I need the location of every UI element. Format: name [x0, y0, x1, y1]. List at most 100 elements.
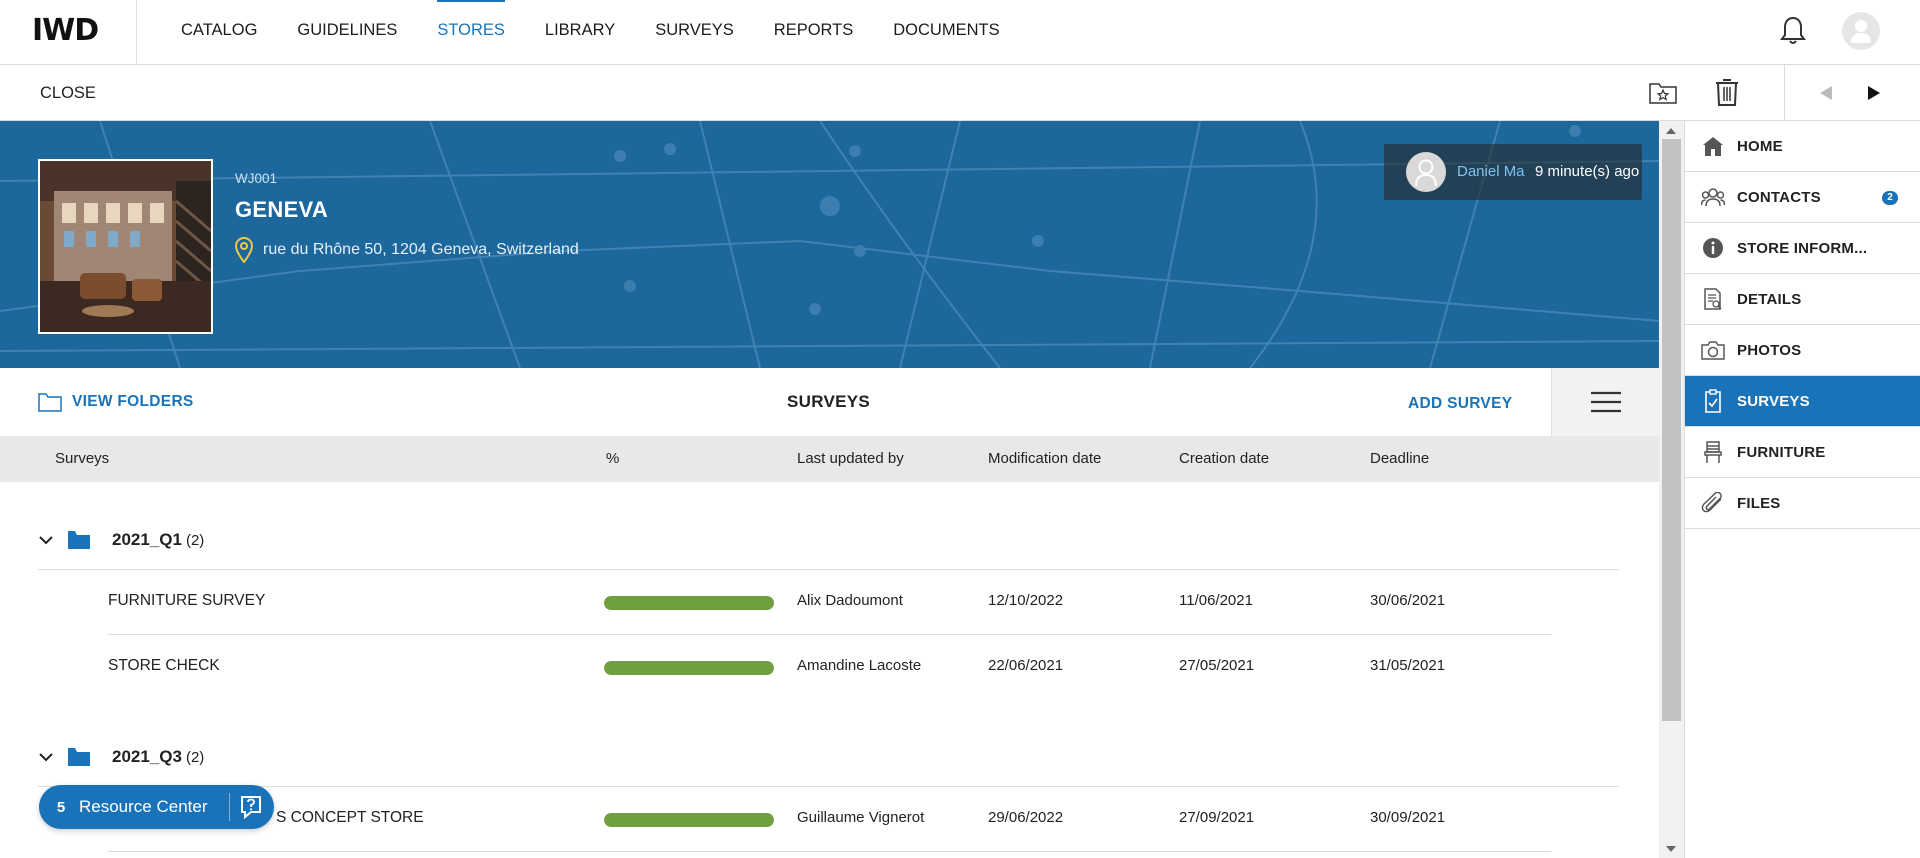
store-address: rue du Rhône 50, 1204 Geneva, Switzerlan…	[263, 241, 579, 258]
header-percent[interactable]: %	[606, 450, 620, 467]
updater-avatar	[1406, 152, 1446, 192]
progress-bar	[604, 661, 774, 675]
survey-name[interactable]: S CONCEPT STORE	[276, 809, 424, 826]
resource-center-divider	[229, 793, 230, 821]
details-icon	[1701, 287, 1725, 311]
logo-divider	[136, 0, 137, 64]
nav-library[interactable]: LIBRARY	[544, 21, 616, 39]
header-deadline[interactable]: Deadline	[1370, 450, 1430, 467]
user-avatar[interactable]	[1842, 12, 1880, 50]
top-navigation: IWD CATALOG GUIDELINES STORES LIBRARY SU…	[0, 0, 1920, 65]
group-name: 2021_Q1	[112, 530, 182, 549]
store-code: WJ001	[235, 171, 278, 186]
scroll-down-icon[interactable]	[1665, 844, 1677, 854]
sidebar-item-label: HOME	[1737, 137, 1783, 155]
deadline: 30/09/2021	[1370, 809, 1446, 826]
folder-group-2021-q1[interactable]: 2021_Q1 (2)	[38, 525, 204, 555]
table-header: Surveys % Last updated by Modification d…	[0, 436, 1659, 482]
sidebar-item-photos[interactable]: PHOTOS	[1685, 325, 1920, 376]
group-divider	[38, 786, 1619, 787]
chevron-down-icon[interactable]	[38, 532, 54, 548]
next-arrow-icon[interactable]	[1864, 83, 1884, 103]
progress-bar	[604, 596, 774, 610]
nav-surveys[interactable]: SURVEYS	[655, 21, 734, 39]
store-photo	[38, 159, 213, 334]
favorite-folder-icon[interactable]	[1648, 78, 1678, 108]
sidebar-item-label: SURVEYS	[1737, 392, 1810, 410]
table-row[interactable]: FURNITURE SURVEY Alix Dadoumont 12/10/20…	[0, 570, 1659, 634]
resource-center-count: 5	[49, 795, 73, 819]
sidebar-item-surveys[interactable]: SURVEYS	[1685, 376, 1920, 427]
creation-date: 27/09/2021	[1179, 809, 1255, 826]
close-button[interactable]: CLOSE	[40, 84, 96, 102]
sidebar-item-contacts[interactable]: CONTACTS 2	[1685, 172, 1920, 223]
folder-icon	[68, 748, 90, 766]
info-icon	[1701, 236, 1725, 260]
bell-icon[interactable]	[1776, 14, 1810, 48]
modification-date: 12/10/2022	[988, 592, 1064, 609]
nav-catalog[interactable]: CATALOG	[181, 21, 258, 39]
row-divider	[108, 851, 1551, 852]
table-row[interactable]: S CONCEPT STORE Guillaume Vignerot 29/06…	[0, 787, 1659, 851]
surveys-title: SURVEYS	[787, 392, 871, 411]
map-background	[0, 121, 1659, 368]
store-sidebar: HOME CONTACTS 2 STORE INFORM... DETAILS …	[1684, 121, 1920, 858]
view-folders-label: VIEW FOLDERS	[72, 393, 194, 410]
nav-guidelines[interactable]: GUIDELINES	[297, 21, 398, 39]
header-last-updated-by[interactable]: Last updated by	[797, 450, 904, 467]
sidebar-item-furniture[interactable]: FURNITURE	[1685, 427, 1920, 478]
sidebar-item-files[interactable]: FILES	[1685, 478, 1920, 529]
chevron-down-icon[interactable]	[38, 749, 54, 765]
iwd-logo[interactable]: IWD	[32, 12, 99, 48]
nav-stores[interactable]: STORES	[417, 0, 525, 64]
scroll-up-icon[interactable]	[1665, 126, 1677, 136]
help-chat-icon	[239, 795, 263, 820]
updater-name[interactable]: Daniel Ma	[1457, 163, 1525, 180]
updater-time: 9 minute(s) ago	[1535, 163, 1640, 180]
creation-date: 27/05/2021	[1179, 657, 1255, 674]
folder-group-2021-q3[interactable]: 2021_Q3 (2)	[38, 742, 204, 772]
survey-name[interactable]: STORE CHECK	[108, 657, 220, 674]
last-updated-by: Guillaume Vignerot	[797, 809, 925, 826]
hamburger-menu-icon[interactable]	[1551, 368, 1659, 436]
resource-center-label: Resource Center	[79, 797, 208, 816]
modification-date: 22/06/2021	[988, 657, 1064, 674]
store-banner: WJ001 GENEVA rue du Rhône 50, 1204 Genev…	[0, 121, 1659, 368]
group-count: (2)	[185, 531, 205, 549]
add-survey-button[interactable]: ADD SURVEY	[1408, 395, 1513, 412]
detail-toolbar: CLOSE	[0, 65, 1920, 121]
content-scrollbar[interactable]	[1659, 121, 1684, 858]
previous-arrow-icon[interactable]	[1816, 83, 1836, 103]
resource-center-button[interactable]: 5 Resource Center	[39, 785, 274, 829]
main-nav: CATALOG GUIDELINES STORES LIBRARY SURVEY…	[161, 0, 1020, 64]
home-icon	[1701, 134, 1725, 158]
sidebar-item-label: FURNITURE	[1737, 443, 1826, 461]
contacts-icon	[1701, 185, 1725, 209]
survey-name[interactable]: FURNITURE SURVEY	[108, 592, 266, 609]
trash-icon[interactable]	[1712, 76, 1742, 108]
sidebar-item-home[interactable]: HOME	[1685, 121, 1920, 172]
group-divider	[38, 569, 1619, 570]
header-surveys[interactable]: Surveys	[55, 450, 110, 467]
scroll-thumb[interactable]	[1662, 139, 1681, 721]
folder-icon	[68, 531, 90, 549]
nav-documents[interactable]: DOCUMENTS	[893, 21, 1000, 39]
sidebar-item-label: DETAILS	[1737, 290, 1802, 308]
sidebar-item-label: PHOTOS	[1737, 341, 1802, 359]
view-folders-button[interactable]: VIEW FOLDERS	[38, 392, 194, 412]
sidebar-item-store-information[interactable]: STORE INFORM...	[1685, 223, 1920, 274]
store-name: GENEVA	[235, 197, 329, 222]
deadline: 30/06/2021	[1370, 592, 1446, 609]
furniture-icon	[1701, 440, 1725, 464]
last-updated-by: Alix Dadoumont	[797, 592, 903, 609]
header-modification-date[interactable]: Modification date	[988, 450, 1102, 467]
header-creation-date[interactable]: Creation date	[1179, 450, 1270, 467]
nav-reports[interactable]: REPORTS	[773, 21, 854, 39]
group-name: 2021_Q3	[112, 747, 182, 766]
contacts-count-badge: 2	[1882, 191, 1898, 205]
sidebar-item-details[interactable]: DETAILS	[1685, 274, 1920, 325]
deadline: 31/05/2021	[1370, 657, 1446, 674]
row-divider	[108, 634, 1551, 635]
last-update-info: Daniel Ma 9 minute(s) ago	[1384, 144, 1642, 200]
table-row[interactable]: STORE CHECK Amandine Lacoste 22/06/2021 …	[0, 635, 1659, 699]
